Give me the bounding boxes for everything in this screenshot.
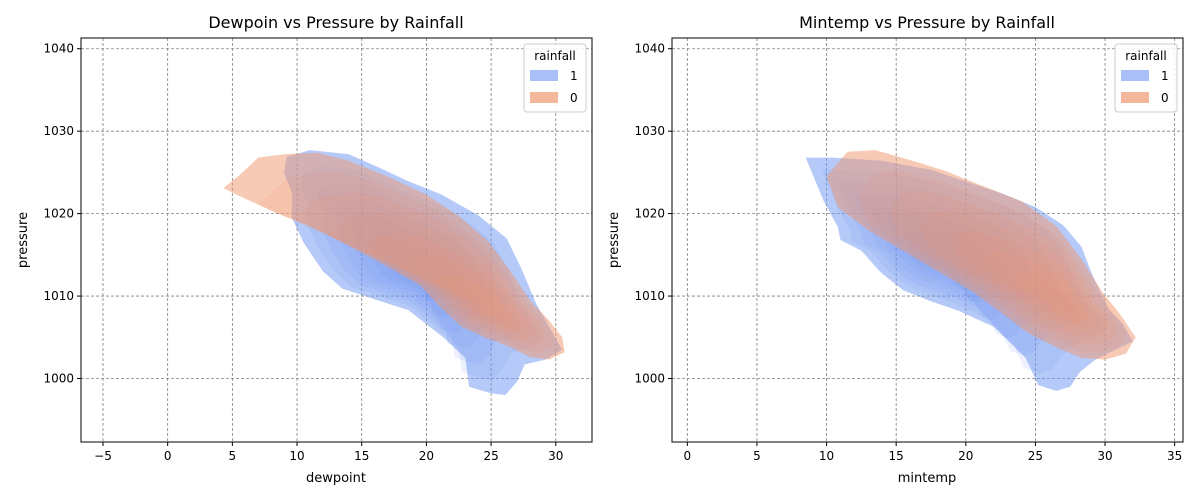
legend-title: rainfall bbox=[1125, 49, 1166, 63]
y-tick-label: 1010 bbox=[43, 289, 74, 303]
x-tick-label: 0 bbox=[164, 449, 172, 463]
x-tick-label: 35 bbox=[1167, 449, 1182, 463]
legend-swatch-1 bbox=[530, 70, 558, 81]
tick-labels: −5 0 5 10 15 20 25 30 1000 1010 1020 1030 1040 bbox=[43, 42, 563, 463]
y-axis-label: pressure bbox=[16, 212, 31, 268]
plot-frame bbox=[80, 37, 593, 443]
x-tick-label: 10 bbox=[819, 449, 834, 463]
x-tick-label: 15 bbox=[354, 449, 369, 463]
density-layers bbox=[805, 150, 1136, 391]
legend-entry-1: 1 bbox=[570, 69, 578, 83]
legend-swatch-0 bbox=[530, 92, 558, 103]
x-tick-label: 25 bbox=[483, 449, 498, 463]
density-contour-0 bbox=[1013, 270, 1082, 317]
density-contour-0 bbox=[223, 152, 565, 360]
legend-entry-0: 0 bbox=[570, 91, 578, 105]
chart-title: Mintemp vs Pressure by Rainfall bbox=[799, 13, 1055, 32]
chart-panel-dewpoint: Dewpoin vs Pressure by Rainfall −5 0 5 10 15… bbox=[16, 13, 593, 486]
x-tick-label: −5 bbox=[94, 449, 112, 463]
density-contour-0 bbox=[432, 274, 508, 320]
x-tick-label: 25 bbox=[1028, 449, 1043, 463]
density-contour-0 bbox=[826, 150, 1136, 360]
y-tick-label: 1040 bbox=[43, 42, 74, 56]
y-tick-label: 1000 bbox=[43, 372, 74, 386]
density-contour-0 bbox=[327, 213, 537, 340]
density-contour-0 bbox=[951, 230, 1100, 331]
legend-swatch-1 bbox=[1121, 70, 1149, 81]
density-contour-0 bbox=[397, 253, 517, 327]
legend-entry-0: 0 bbox=[1161, 91, 1169, 105]
y-tick-label: 1010 bbox=[634, 289, 665, 303]
y-tick-label: 1030 bbox=[634, 124, 665, 138]
density-layers bbox=[223, 150, 565, 395]
x-tick-label: 20 bbox=[419, 449, 434, 463]
x-tick-label: 20 bbox=[958, 449, 973, 463]
y-tick-label: 1030 bbox=[43, 124, 74, 138]
legend-title: rainfall bbox=[534, 49, 575, 63]
x-tick-label: 30 bbox=[548, 449, 563, 463]
density-contour-0 bbox=[362, 233, 527, 333]
y-axis-label: pressure bbox=[607, 212, 622, 268]
legend: rainfall 1 0 bbox=[1114, 43, 1178, 113]
plot-frame bbox=[671, 37, 1184, 443]
legend-swatch-0 bbox=[1121, 92, 1149, 103]
legend: rainfall 1 0 bbox=[523, 43, 587, 113]
legend-entry-1: 1 bbox=[1161, 69, 1169, 83]
x-tick-label: 5 bbox=[229, 449, 237, 463]
density-contour-0 bbox=[857, 170, 1127, 353]
x-tick-label: 30 bbox=[1097, 449, 1112, 463]
x-tick-label: 15 bbox=[889, 449, 904, 463]
chart-panel-mintemp: Mintemp vs Pressure by Rainfall 0 5 10 15 20… bbox=[607, 13, 1184, 486]
density-contour-0 bbox=[888, 190, 1118, 346]
density-contour-0 bbox=[920, 210, 1109, 338]
y-tick-label: 1020 bbox=[43, 207, 74, 221]
density-contour-0 bbox=[292, 193, 546, 347]
y-tick-label: 1020 bbox=[634, 207, 665, 221]
x-axis-label: mintemp bbox=[898, 471, 957, 486]
density-contour-0 bbox=[982, 250, 1091, 324]
chart-title: Dewpoin vs Pressure by Rainfall bbox=[208, 13, 463, 32]
density-contour-0 bbox=[258, 172, 556, 353]
x-tick-label: 0 bbox=[683, 449, 691, 463]
x-axis-label: dewpoint bbox=[306, 471, 366, 486]
x-tick-label: 5 bbox=[753, 449, 761, 463]
y-tick-label: 1040 bbox=[634, 42, 665, 56]
y-tick-label: 1000 bbox=[634, 372, 665, 386]
x-tick-label: 10 bbox=[289, 449, 304, 463]
